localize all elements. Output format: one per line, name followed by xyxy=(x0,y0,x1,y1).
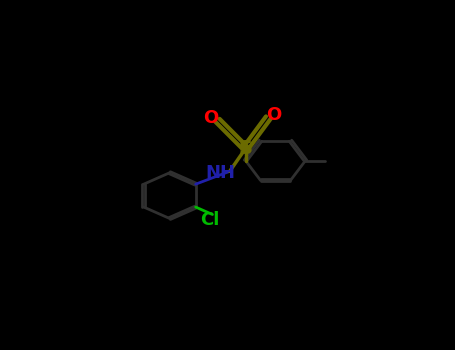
Text: S: S xyxy=(238,139,253,158)
Text: Cl: Cl xyxy=(200,211,219,229)
Text: O: O xyxy=(266,106,281,124)
Text: NH: NH xyxy=(206,164,236,182)
Text: O: O xyxy=(203,109,218,127)
